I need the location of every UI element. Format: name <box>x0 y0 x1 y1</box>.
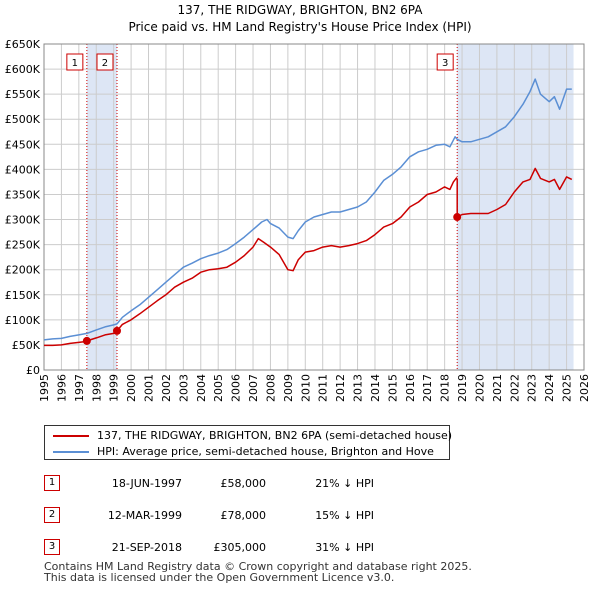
x-tick-label: 2014 <box>369 374 382 402</box>
legend-label-price: 137, THE RIDGWAY, BRIGHTON, BN2 6PA (sem… <box>97 429 453 442</box>
transaction-badge: 3 <box>44 539 60 555</box>
footer-copyright: Contains HM Land Registry data © Crown c… <box>44 560 472 573</box>
transaction-badge: 1 <box>44 475 60 491</box>
chart-subtitle: Price paid vs. HM Land Registry's House … <box>128 20 471 34</box>
sale-label: 2 <box>102 58 108 69</box>
legend-item-price: 137, THE RIDGWAY, BRIGHTON, BN2 6PA (sem… <box>53 428 452 444</box>
legend: 137, THE RIDGWAY, BRIGHTON, BN2 6PA (sem… <box>44 425 452 460</box>
x-tick-label: 2005 <box>212 374 225 402</box>
x-tick-label: 2013 <box>352 374 365 402</box>
shaded-range-1 <box>86 44 117 370</box>
x-tick-label: 2010 <box>299 374 312 402</box>
x-tick-label: 2006 <box>230 374 243 402</box>
y-tick-label: £300K <box>5 214 41 227</box>
sale-point <box>453 213 462 222</box>
plot-frame <box>43 43 585 371</box>
x-tick-label: 2016 <box>404 374 417 402</box>
x-tick-label: 2019 <box>456 374 469 402</box>
y-tick-label: £600K <box>5 63 41 76</box>
footer-license: This data is licensed under the Open Gov… <box>44 571 395 584</box>
transaction-hpi-diff: 15% ↓ HPI <box>315 509 374 522</box>
x-tick-label: 1995 <box>38 374 51 402</box>
x-tick-label: 2024 <box>543 374 556 402</box>
y-tick-label: £100K <box>5 314 41 327</box>
legend-item-hpi: HPI: Average price, semi-detached house,… <box>53 444 434 460</box>
transaction-date: 21-SEP-2018 <box>111 541 182 554</box>
x-tick-label: 1998 <box>90 374 103 402</box>
transaction-price: £305,000 <box>213 541 267 554</box>
y-tick-label: £650K <box>5 38 41 51</box>
x-tick-label: 2000 <box>125 374 138 402</box>
transaction-hpi-diff: 21% ↓ HPI <box>315 477 374 490</box>
hpi-line <box>43 78 572 341</box>
y-tick-label: £50K <box>12 339 41 352</box>
shaded-range-2 <box>457 44 574 370</box>
x-tick-label: 2026 <box>578 374 591 402</box>
x-tick-label: 2011 <box>317 374 330 402</box>
x-tick-label: 2022 <box>508 374 521 402</box>
footer: Contains HM Land Registry data © Crown c… <box>44 561 472 583</box>
x-tick-label: 2004 <box>195 374 208 402</box>
plot-area: 1 2 3 £0 £50K £100K £150K £200K £250K £300K £350K £… <box>5 38 591 402</box>
x-tick-label: 2025 <box>561 374 574 402</box>
x-tick-label: 2012 <box>334 374 347 402</box>
sale-point <box>112 326 121 335</box>
x-tick-label: 2021 <box>491 374 504 402</box>
chart-title: 137, THE RIDGWAY, BRIGHTON, BN2 6PA <box>178 3 424 17</box>
transaction-price: £78,000 <box>220 509 267 522</box>
sale-label-box <box>66 53 84 71</box>
y-tick-label: £500K <box>5 113 41 126</box>
sale-point <box>82 336 91 345</box>
price-paid-line <box>44 167 573 347</box>
y-tick-label: £200K <box>5 264 41 277</box>
legend-swatch-price <box>53 435 89 437</box>
sale-label: 3 <box>442 58 448 69</box>
x-tick-label: 2007 <box>247 374 260 402</box>
sale-label-box <box>436 53 454 71</box>
y-tick-label: £350K <box>5 188 41 201</box>
price-chart: 137, THE RIDGWAY, BRIGHTON, BN2 6PA Pric… <box>5 3 591 402</box>
x-tick-label: 2023 <box>526 374 539 402</box>
sale-label-box <box>96 53 114 71</box>
x-tick-label: 1999 <box>108 374 121 402</box>
y-tick-label: £150K <box>5 289 41 302</box>
legend-swatch-hpi <box>53 451 89 453</box>
x-tick-label: 2020 <box>473 374 486 402</box>
x-tick-label: 1996 <box>55 374 68 402</box>
x-tick-label: 2001 <box>143 374 156 402</box>
x-tick-label: 2003 <box>177 374 190 402</box>
x-tick-label: 2018 <box>439 374 452 402</box>
y-tick-label: £250K <box>5 239 41 252</box>
x-tick-label: 2008 <box>264 374 277 402</box>
transaction-date: 18-JUN-1997 <box>111 477 182 490</box>
sale-label: 1 <box>72 58 78 69</box>
x-tick-label: 1997 <box>73 374 86 402</box>
y-tick-label: £0 <box>26 364 40 377</box>
transaction-date: 12-MAR-1999 <box>107 509 182 522</box>
y-tick-label: £400K <box>5 163 41 176</box>
transaction-hpi-diff: 31% ↓ HPI <box>315 541 374 554</box>
x-tick-label: 2002 <box>160 374 173 402</box>
legend-label-hpi: HPI: Average price, semi-detached house,… <box>97 445 434 458</box>
transaction-price: £58,000 <box>220 477 267 490</box>
x-tick-label: 2015 <box>386 374 399 402</box>
x-tick-label: 2009 <box>282 374 295 402</box>
transaction-badge: 2 <box>44 507 60 523</box>
x-tick-label: 2017 <box>421 374 434 402</box>
y-tick-label: £450K <box>5 138 41 151</box>
y-tick-label: £550K <box>5 88 41 101</box>
